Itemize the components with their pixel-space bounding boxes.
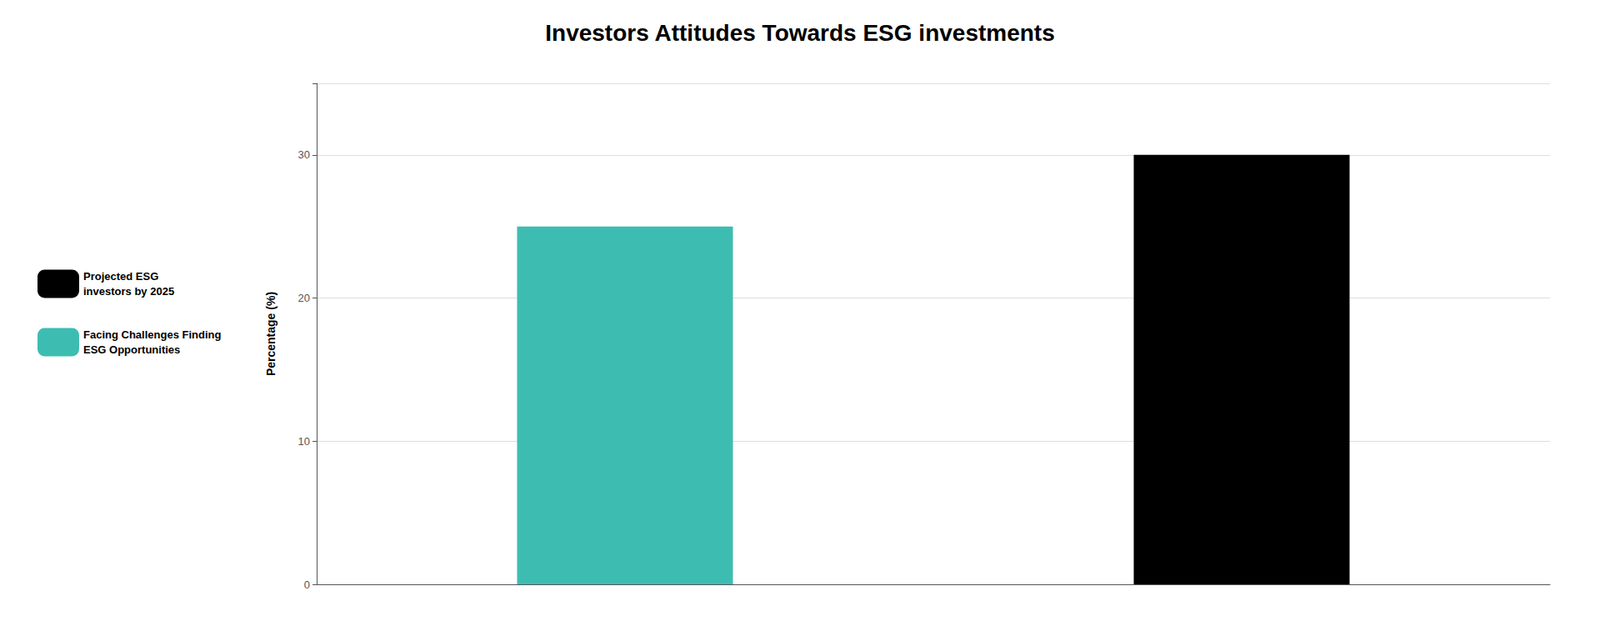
svg-text:Percentage (%): Percentage (%) — [264, 291, 278, 376]
svg-text:investors by 2025: investors by 2025 — [83, 285, 175, 298]
svg-text:Investors Attitudes Towards ES: Investors Attitudes Towards ESG investme… — [545, 20, 1055, 46]
svg-text:10: 10 — [298, 435, 310, 448]
svg-text:ESG Opportunities: ESG Opportunities — [83, 343, 180, 356]
svg-text:0: 0 — [304, 578, 310, 591]
svg-text:Projected ESG: Projected ESG — [83, 270, 159, 283]
svg-text:Facing Challenges Finding: Facing Challenges Finding — [83, 328, 221, 341]
svg-text:30: 30 — [298, 148, 310, 161]
svg-text:20: 20 — [298, 291, 310, 305]
